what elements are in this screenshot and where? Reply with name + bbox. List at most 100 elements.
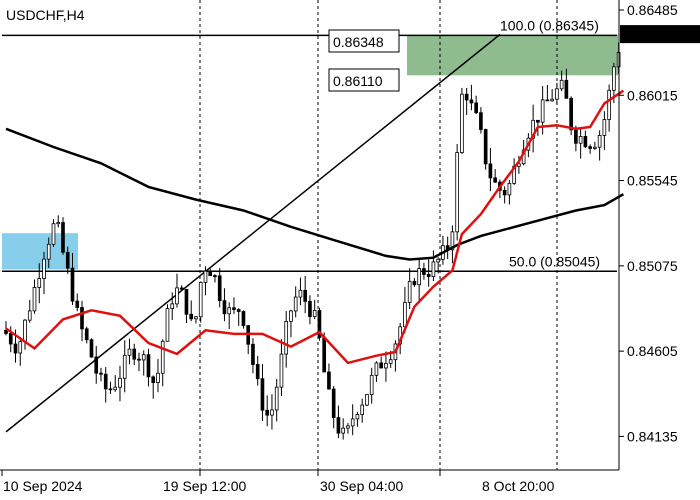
candle-body: [293, 296, 298, 312]
candle: [70, 253, 75, 306]
candle-body: [369, 374, 374, 395]
candle: [160, 339, 165, 387]
candle-body: [388, 359, 393, 364]
x-tick-label: 19 Sep 12:00: [163, 478, 247, 494]
candle-body: [198, 281, 203, 318]
ma-slow-line: [5, 127, 625, 261]
candle: [89, 338, 94, 358]
candle: [417, 258, 421, 301]
candle: [564, 68, 569, 99]
candle-body: [479, 112, 483, 130]
candle: [455, 143, 459, 241]
candle-body: [298, 289, 303, 298]
candle-body: [607, 89, 611, 120]
candle: [327, 363, 331, 390]
x-tick-label: 10 Sep 2024: [3, 478, 83, 494]
candle-body: [431, 261, 436, 277]
candle: [65, 246, 70, 274]
current-price-tag: [620, 25, 700, 44]
candle-body: [141, 354, 146, 361]
candle: [317, 307, 322, 341]
candle-body: [540, 99, 545, 123]
candle: [103, 367, 108, 403]
candle-body: [151, 376, 156, 384]
candle: [27, 299, 32, 323]
level-labels: 100.0 (0.86345) 50.0 (0.85045) 0.86348 0.86…: [328, 17, 600, 269]
x-tick-label: 30 Sep 04:00: [320, 478, 404, 494]
candle-body: [165, 308, 170, 342]
candle-body: [51, 223, 56, 245]
candle: [203, 266, 208, 296]
candle-body: [132, 348, 137, 360]
candle: [194, 315, 198, 324]
boxed-label-bottom-text: 0.86110: [333, 73, 383, 89]
candle-body: [260, 378, 265, 411]
candle: [350, 404, 355, 436]
moving-averages-layer: [5, 89, 625, 365]
candle: [555, 82, 559, 105]
candle: [251, 338, 255, 374]
candle: [151, 375, 156, 399]
candle: [94, 345, 99, 384]
candle-body: [42, 258, 46, 279]
candle: [578, 127, 583, 159]
candle-body: [493, 177, 497, 183]
candle-body: [545, 99, 550, 102]
candle: [588, 144, 592, 154]
candle: [488, 147, 493, 192]
candle: [431, 250, 436, 282]
candle: [360, 398, 365, 423]
candle-body: [312, 310, 317, 318]
candle: [156, 359, 160, 393]
candle: [255, 355, 260, 386]
fib-levels: [2, 34, 617, 273]
boxed-label-bottom: [328, 68, 400, 92]
level-label-100: 100.0 (0.86345): [500, 17, 599, 33]
y-tick-label: 0.86015: [627, 87, 678, 103]
candle: [132, 343, 137, 366]
candle-body: [23, 319, 27, 342]
candle: [108, 381, 113, 395]
candle: [341, 418, 346, 440]
boxed-label-top: [328, 29, 400, 53]
candle: [146, 348, 151, 387]
candle-body: [46, 243, 51, 260]
candle-body: [597, 135, 602, 148]
candle-body: [289, 310, 293, 322]
candle: [312, 299, 317, 320]
candle: [165, 304, 170, 342]
candle: [118, 365, 122, 402]
candle-body: [32, 287, 37, 312]
candle-body: [61, 222, 65, 253]
candle-body: [265, 409, 270, 416]
candle: [303, 275, 308, 314]
candle-body: [350, 418, 355, 427]
candle: [37, 263, 42, 304]
candle-body: [203, 270, 208, 283]
candle-body: [602, 119, 607, 136]
candle-body: [341, 427, 346, 434]
candle-body: [232, 307, 236, 310]
candle-body: [317, 310, 322, 338]
candle: [179, 285, 184, 290]
candle: [374, 361, 379, 382]
y-tick-label: 0.86485: [627, 2, 678, 18]
candle-body: [365, 394, 369, 406]
plot-area: [0, 0, 619, 470]
candle: [483, 128, 488, 170]
zones-layer: [2, 34, 618, 270]
y-tick-label: 0.84135: [627, 428, 678, 444]
candle: [61, 217, 65, 255]
candle: [217, 268, 222, 308]
candle-body: [303, 289, 308, 302]
candle-body: [412, 280, 417, 286]
candle: [241, 310, 246, 329]
candle: [56, 215, 61, 228]
candle-body: [322, 337, 327, 373]
candle: [369, 367, 374, 404]
candle-body: [222, 300, 227, 315]
candle-body: [75, 300, 80, 308]
candle-body: [464, 93, 469, 101]
candle: [270, 394, 274, 430]
